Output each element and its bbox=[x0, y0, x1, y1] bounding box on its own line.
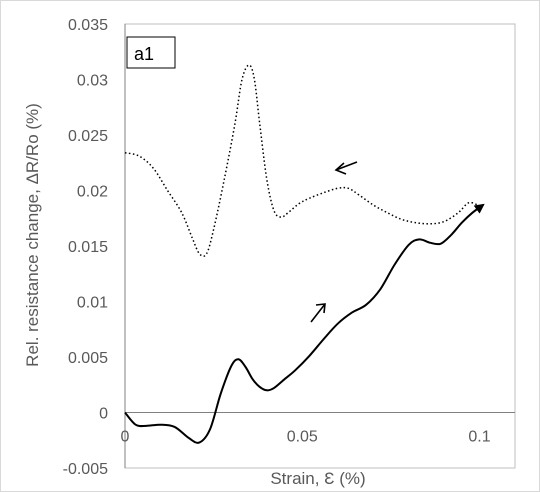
arrow-left-icon bbox=[334, 161, 358, 175]
y-tick-label: 0.015 bbox=[68, 239, 108, 256]
x-axis-title: Strain, Ɛ (%) bbox=[270, 469, 365, 488]
annotation-arrows bbox=[310, 161, 358, 323]
y-tick-label: 0.025 bbox=[68, 128, 108, 145]
series-line-unloading bbox=[124, 64, 480, 258]
arrow-up-right-icon bbox=[310, 303, 326, 323]
y-tick-label: 0.005 bbox=[68, 350, 108, 367]
panel-label-box: a1 bbox=[126, 36, 176, 69]
y-tick-label: 0.02 bbox=[77, 184, 108, 201]
y-tick-label: 0.035 bbox=[68, 17, 108, 34]
axes-group bbox=[124, 23, 516, 469]
plot-area-border bbox=[124, 23, 516, 469]
x-tick-label: 0.05 bbox=[287, 429, 318, 446]
y-tick-label: 0 bbox=[99, 406, 108, 423]
panel-label: a1 bbox=[134, 44, 154, 64]
y-tick-label: 0.03 bbox=[77, 73, 108, 90]
x-tick-labels: 0 0.05 0.1 bbox=[121, 429, 491, 446]
y-tick-label: 0.01 bbox=[77, 295, 108, 312]
y-tick-label: -0.005 bbox=[63, 461, 108, 478]
series-layer bbox=[124, 64, 485, 444]
y-tick-labels: -0.005 0 0.005 0.01 0.015 0.02 0.025 0.03 0.035 bbox=[63, 17, 108, 478]
series-line-loading bbox=[124, 203, 485, 444]
x-tick-label: 0 bbox=[121, 429, 130, 446]
x-tick-label: 0.1 bbox=[468, 429, 490, 446]
y-axis-title: Rel. resistance change, ΔR/Ro (%) bbox=[23, 103, 42, 367]
